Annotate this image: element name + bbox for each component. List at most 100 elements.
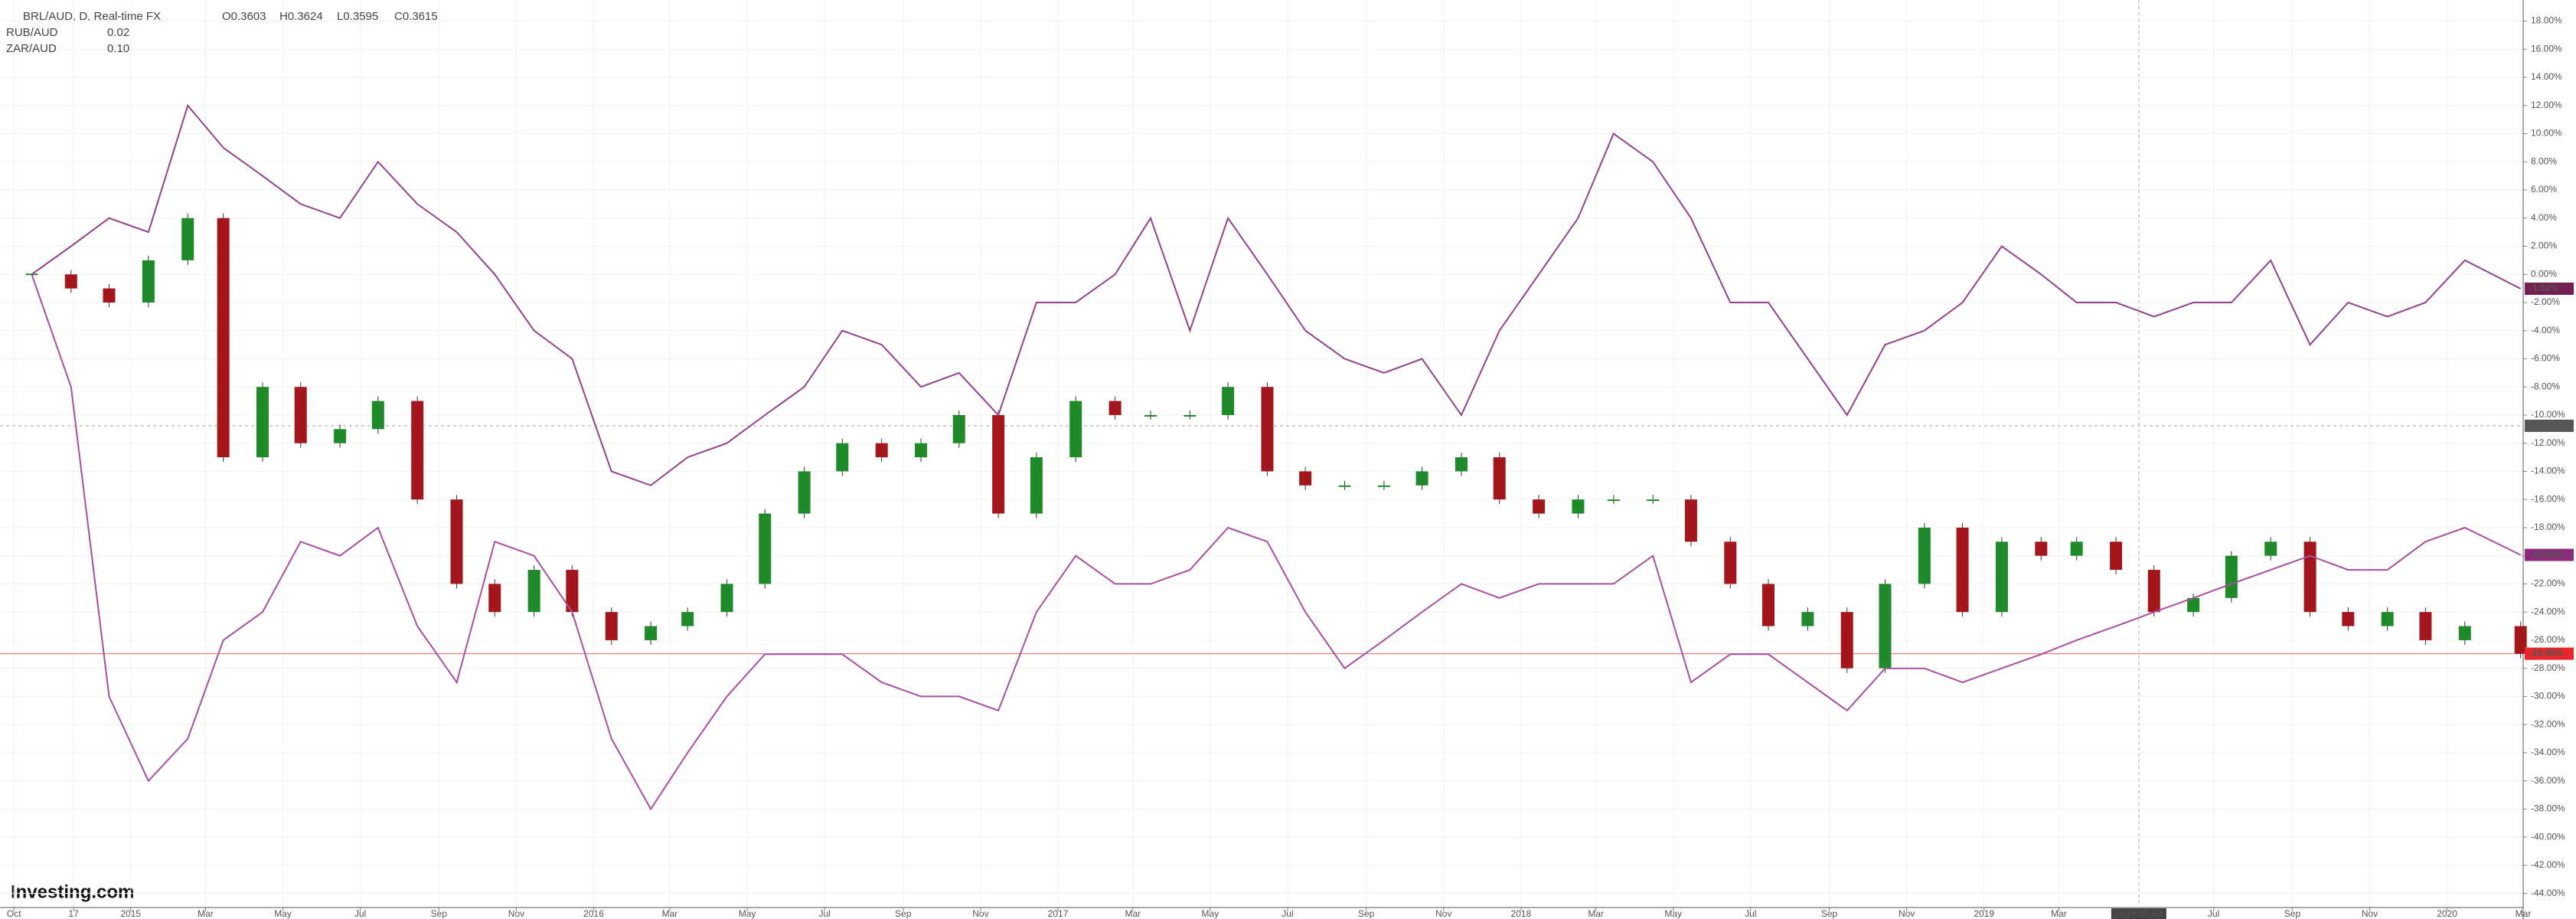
x-tick-label: Sep [1358, 908, 1375, 919]
candle [875, 443, 888, 458]
price-label: -26.96% [2529, 648, 2564, 659]
crosshair-y-label-bg [2525, 420, 2574, 433]
candle [1956, 527, 1969, 613]
y-tick-label: -8.00% [2531, 381, 2560, 391]
legend-value: 0.10 [107, 42, 129, 55]
y-tick-label: -4.00% [2531, 325, 2560, 335]
x-tick-label: Sep [2284, 908, 2301, 919]
x-tick-label: 2015 [120, 908, 141, 919]
candle [1108, 401, 1121, 415]
candle [1607, 499, 1620, 502]
x-tick-label: Jul [354, 908, 366, 919]
y-tick-label: 16.00% [2531, 43, 2562, 54]
candle [1918, 527, 1931, 584]
candle [103, 288, 116, 303]
y-tick-label: 10.00% [2531, 128, 2562, 139]
price-label-bg [2525, 548, 2574, 561]
candle [2187, 597, 2200, 613]
candle [450, 499, 463, 584]
x-tick-label: Nov [1435, 908, 1451, 919]
ohlc-value: O0.3603 [222, 10, 266, 23]
y-tick-label: -44.00% [2531, 888, 2565, 898]
y-tick-label: -26.00% [2531, 634, 2565, 645]
watermark: Investing.com [11, 881, 134, 902]
candle [1879, 584, 1892, 669]
y-tick-label: 8.00% [2531, 155, 2557, 166]
y-tick-label: -2.00% [2531, 296, 2560, 307]
candle [1377, 485, 1390, 487]
y-tick-label: -6.00% [2531, 353, 2560, 364]
y-tick-label: -40.00% [2531, 831, 2565, 842]
x-tick-label: Oct [7, 908, 21, 919]
y-tick-label: 12.00% [2531, 100, 2562, 110]
x-tick-label: Mar [2051, 908, 2067, 919]
x-tick-label: Sep [895, 908, 912, 919]
y-tick-label: 2.00% [2531, 240, 2557, 251]
x-tick-label: Nov [972, 908, 988, 919]
candle [1299, 471, 1312, 486]
candle [2381, 612, 2394, 626]
legend-entry: ZAR/AUD [6, 42, 57, 55]
y-tick-label: -30.00% [2531, 691, 2565, 702]
candle [1724, 541, 1737, 584]
chart-title: BRL/AUD, D, Real-time FX [23, 10, 161, 23]
x-tick-label: Nov [2362, 908, 2378, 919]
candle [2303, 541, 2316, 613]
candle [1415, 471, 1428, 486]
ohlc-value: H0.3624 [279, 10, 323, 23]
candle [720, 584, 733, 613]
candle [1762, 584, 1775, 626]
candle [605, 612, 618, 640]
x-tick-label: Nov [1899, 908, 1915, 919]
x-tick-label: Jul [818, 908, 830, 919]
y-tick-label: -28.00% [2531, 662, 2565, 673]
candle [1030, 457, 1043, 514]
candle [1261, 387, 1274, 472]
crosshair-x-label-bg [2111, 908, 2166, 919]
x-tick-label: May [274, 908, 292, 919]
y-tick-label: 14.00% [2531, 71, 2562, 82]
x-tick-label: Mar [662, 908, 678, 919]
y-tick-label: -34.00% [2531, 747, 2565, 757]
candle [371, 401, 384, 430]
y-tick-label: 6.00% [2531, 184, 2557, 195]
x-tick-label: 2019 [1974, 908, 1994, 919]
series-line [31, 273, 2522, 811]
candle [1572, 499, 1585, 514]
y-tick-label: -14.00% [2531, 466, 2565, 476]
candle [2147, 570, 2160, 613]
series-line [31, 103, 2522, 486]
candle [836, 443, 849, 472]
candle [1684, 499, 1697, 542]
ohlc-value: L0.3595 [337, 10, 378, 23]
x-tick-label: 2017 [1048, 908, 1069, 919]
candle [1995, 541, 2008, 613]
candle [294, 387, 307, 443]
candle [952, 414, 965, 443]
candle [2264, 541, 2277, 556]
x-tick-label: 2016 [583, 908, 604, 919]
x-tick-label: Jul [1745, 908, 1756, 919]
x-tick-label: May [739, 908, 756, 919]
candle [1493, 457, 1506, 500]
x-tick-label: 17 [68, 908, 79, 919]
x-tick-label: Sep [1821, 908, 1838, 919]
crosshair-y-label: -10.7633 [2529, 420, 2566, 430]
candle [1184, 414, 1197, 417]
candle [2342, 612, 2355, 626]
candle [915, 443, 928, 458]
x-tick-label: Jul [2208, 908, 2219, 919]
candle [566, 570, 579, 613]
candle [2458, 626, 2471, 640]
candle [334, 429, 347, 443]
x-tick-label: Mar [1125, 908, 1141, 919]
y-tick-label: -32.00% [2531, 718, 2565, 729]
y-tick-label: -38.00% [2531, 803, 2565, 814]
candle [2110, 541, 2123, 571]
y-tick-label: -18.00% [2531, 522, 2565, 532]
candle [1455, 457, 1468, 472]
y-tick-label: 4.00% [2531, 212, 2557, 223]
ohlc-value: C0.3615 [394, 10, 438, 23]
candle [181, 217, 194, 260]
